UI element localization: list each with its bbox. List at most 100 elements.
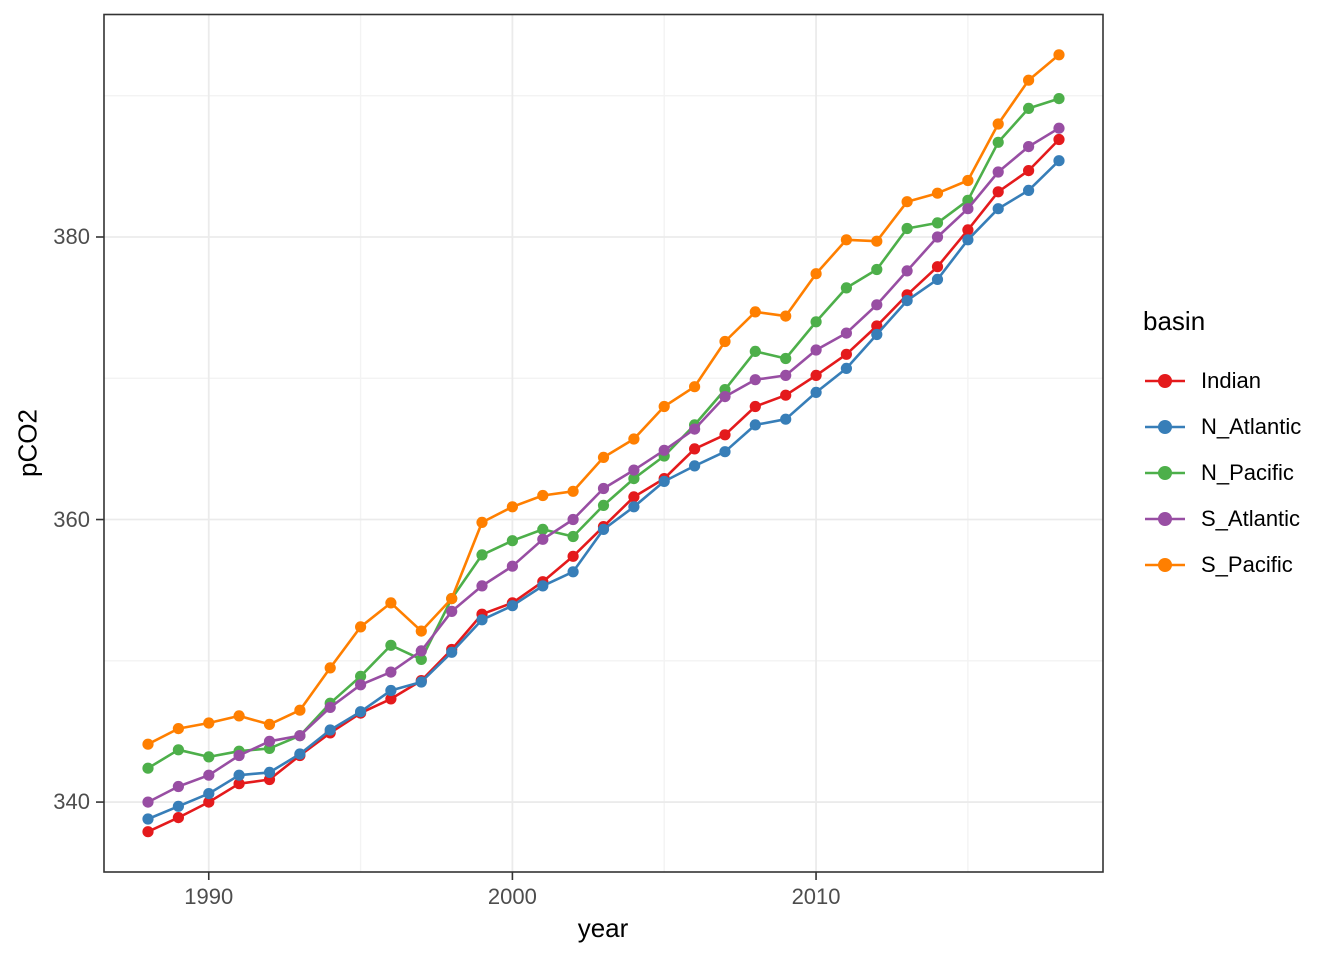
data-point-S_Pacific — [506, 501, 518, 513]
legend-entry-N_Pacific: N_Pacific — [1143, 450, 1301, 496]
legend: basin Indian N_Atlantic N_Pacific S_Atlanti… — [1143, 306, 1301, 588]
data-point-N_Atlantic — [749, 419, 761, 431]
data-point-S_Pacific — [324, 662, 336, 674]
x-tick-label: 1990 — [184, 884, 234, 909]
data-point-N_Atlantic — [263, 766, 276, 779]
data-point-N_Atlantic — [1023, 184, 1035, 196]
data-point-N_Atlantic — [294, 748, 306, 760]
data-point-Indian — [1053, 133, 1065, 146]
panel-border — [103, 13, 1104, 873]
data-point-N_Atlantic — [506, 600, 518, 612]
data-point-N_Pacific — [810, 316, 822, 328]
data-point-N_Pacific — [385, 639, 397, 651]
data-point-Indian — [780, 389, 792, 401]
data-point-N_Atlantic — [901, 295, 913, 307]
legend-label: S_Pacific — [1201, 552, 1293, 577]
legend-label: N_Atlantic — [1201, 414, 1302, 439]
data-point-S_Pacific — [1053, 49, 1065, 61]
data-point-S_Pacific — [962, 174, 974, 187]
y-tick-label: 340 — [53, 789, 90, 815]
data-point-N_Atlantic — [355, 706, 367, 718]
data-point-S_Atlantic — [840, 327, 853, 339]
panel-background — [104, 14, 1103, 872]
data-point-Indian — [840, 348, 853, 360]
data-point-S_Atlantic — [962, 203, 974, 215]
data-point-S_Pacific — [992, 118, 1004, 130]
data-point-Indian — [233, 778, 245, 790]
data-point-Indian — [749, 400, 761, 413]
data-point-S_Atlantic — [810, 344, 822, 356]
data-point-N_Pacific — [931, 217, 944, 229]
data-point-N_Atlantic — [689, 460, 701, 472]
legend-entry-S_Pacific: S_Pacific — [1143, 542, 1301, 588]
data-point-S_Pacific — [689, 381, 701, 393]
data-point-N_Pacific — [142, 762, 154, 774]
data-point-N_Pacific — [1023, 102, 1035, 114]
data-point-N_Pacific — [567, 530, 579, 543]
data-point-N_Atlantic — [962, 234, 974, 246]
data-point-S_Pacific — [355, 621, 367, 633]
data-point-N_Pacific — [840, 282, 853, 294]
x-tick-label: 2000 — [487, 884, 537, 909]
data-point-S_Pacific — [142, 738, 154, 750]
data-point-Indian — [992, 186, 1004, 198]
legend-label: Indian — [1201, 368, 1261, 393]
data-point-N_Pacific — [355, 670, 367, 682]
legend-key-S_Atlantic — [1145, 512, 1185, 526]
data-point-N_Atlantic — [1053, 155, 1065, 167]
legend-label: N_Pacific — [1201, 460, 1294, 485]
data-point-N_Atlantic — [142, 813, 154, 825]
data-point-S_Pacific — [871, 235, 883, 247]
data-point-N_Pacific — [203, 751, 215, 763]
legend-key-dot — [1158, 512, 1172, 526]
data-point-S_Atlantic — [142, 796, 154, 808]
data-point-S_Pacific — [658, 400, 670, 413]
data-point-Indian — [385, 693, 397, 705]
data-point-S_Pacific — [446, 593, 458, 605]
data-point-S_Atlantic — [567, 513, 579, 526]
data-point-N_Atlantic — [415, 676, 427, 688]
data-point-S_Atlantic — [537, 533, 549, 545]
x-axis-title: year — [577, 913, 629, 943]
data-point-N_Atlantic — [931, 273, 944, 285]
legend-title: basin — [1143, 306, 1206, 336]
data-point-S_Atlantic — [658, 444, 670, 456]
data-point-N_Atlantic — [871, 328, 883, 341]
data-point-N_Atlantic — [567, 566, 579, 578]
data-point-N_Pacific — [780, 352, 792, 365]
data-point-S_Pacific — [263, 718, 276, 731]
data-point-S_Atlantic — [476, 580, 488, 592]
data-point-Indian — [962, 224, 974, 236]
data-point-S_Pacific — [840, 234, 853, 246]
data-point-S_Pacific — [172, 723, 184, 735]
data-point-S_Atlantic — [871, 299, 883, 311]
data-point-N_Pacific — [476, 549, 488, 561]
y-tick-label: 360 — [53, 506, 90, 532]
data-point-S_Pacific — [203, 717, 215, 729]
data-point-S_Pacific — [1023, 74, 1035, 86]
data-point-S_Pacific — [780, 310, 792, 322]
data-point-S_Atlantic — [597, 482, 610, 495]
data-point-N_Pacific — [537, 523, 549, 536]
data-point-S_Pacific — [931, 187, 944, 199]
legend-key-Indian — [1145, 374, 1185, 388]
data-point-N_Atlantic — [385, 684, 397, 697]
y-axis-title: pCO2 — [12, 409, 43, 477]
data-point-N_Atlantic — [992, 203, 1004, 215]
data-point-S_Pacific — [810, 268, 822, 280]
legend-key-dot — [1158, 558, 1172, 572]
x-tick-label: 2010 — [791, 884, 841, 909]
data-point-Indian — [142, 826, 154, 838]
data-point-S_Pacific — [749, 306, 761, 318]
series-S_Pacific — [142, 49, 1065, 750]
data-point-Indian — [567, 550, 579, 562]
data-point-N_Pacific — [172, 744, 184, 756]
data-point-N_Atlantic — [780, 413, 792, 425]
data-point-S_Pacific — [567, 485, 579, 497]
data-point-S_Atlantic — [992, 166, 1004, 178]
data-point-N_Atlantic — [658, 475, 670, 487]
y-tick-label: 380 — [53, 223, 90, 249]
data-point-Indian — [1023, 165, 1035, 177]
